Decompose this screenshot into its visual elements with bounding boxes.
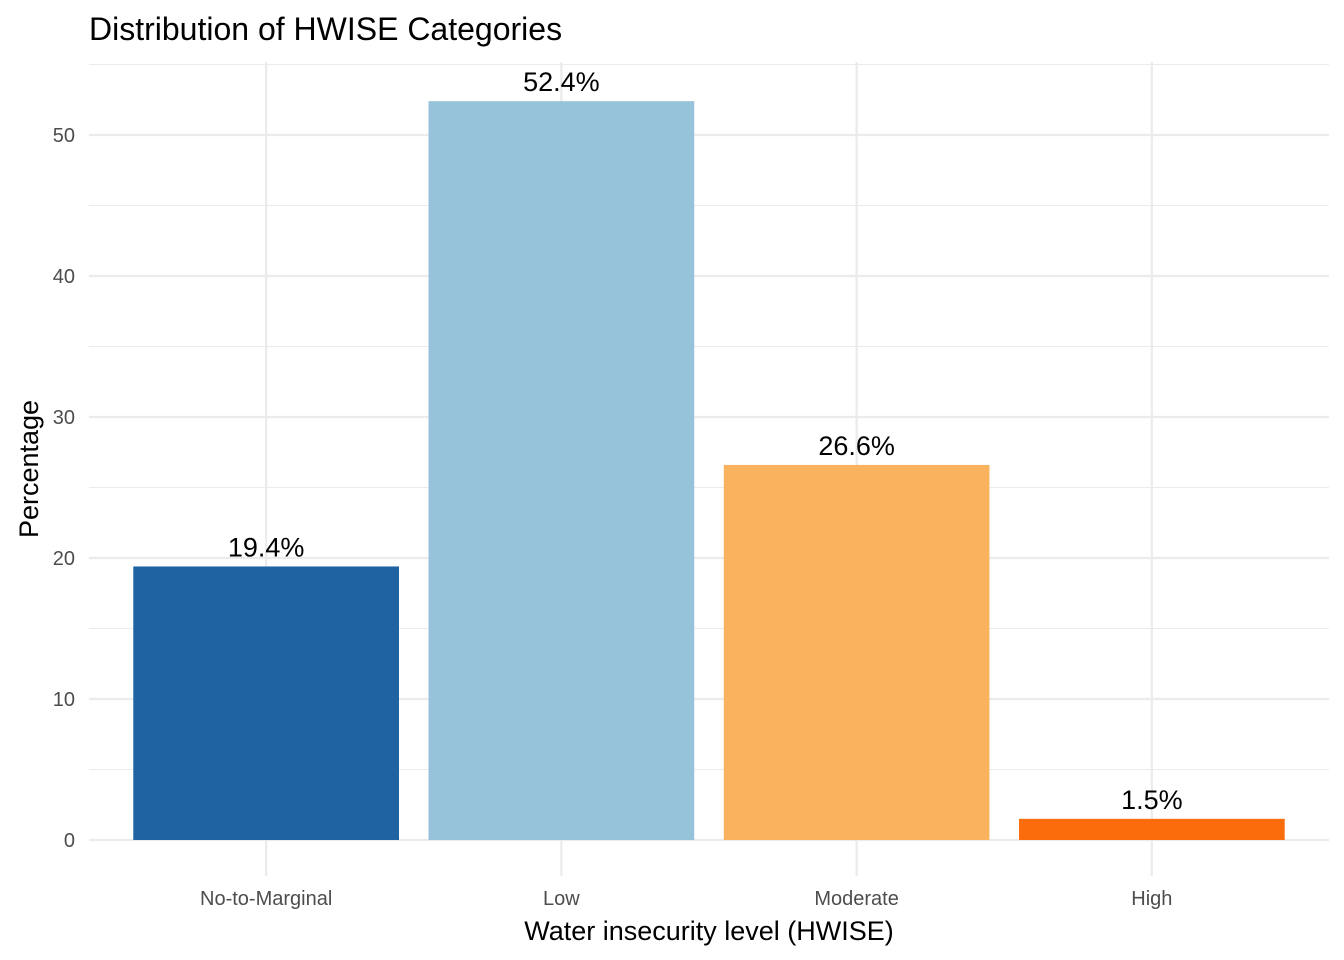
x-tick-label: Moderate [814, 888, 899, 910]
y-tick-label: 50 [53, 125, 75, 147]
bar-low [428, 101, 695, 840]
y-axis-title: Percentage [14, 400, 44, 538]
x-axis-title: Water insecurity level (HWISE) [524, 916, 894, 946]
bar-no-to-marginal [133, 566, 400, 840]
data-label: 26.6% [818, 431, 895, 461]
x-tick-label: Low [543, 888, 580, 910]
y-tick-label: 10 [53, 689, 75, 711]
data-label: 1.5% [1121, 785, 1183, 815]
bars [133, 101, 1285, 840]
x-tick-label: No-to-Marginal [200, 888, 332, 910]
bar-moderate [723, 464, 990, 840]
data-label: 19.4% [228, 532, 305, 562]
y-tick-label: 40 [53, 266, 75, 288]
bar-high [1019, 818, 1285, 840]
x-axis-ticks: No-to-Marginal Low Moderate High [200, 888, 1172, 910]
y-axis-ticks: 0 10 20 30 40 50 [53, 125, 75, 852]
y-tick-label: 20 [53, 548, 75, 570]
y-tick-label: 0 [64, 830, 75, 852]
x-tick-label: High [1131, 888, 1172, 910]
data-labels: 19.4% 52.4% 26.6% 1.5% [228, 67, 1183, 815]
data-label: 52.4% [523, 67, 600, 97]
chart-title: Distribution of HWISE Categories [89, 11, 562, 47]
y-tick-label: 30 [53, 407, 75, 429]
